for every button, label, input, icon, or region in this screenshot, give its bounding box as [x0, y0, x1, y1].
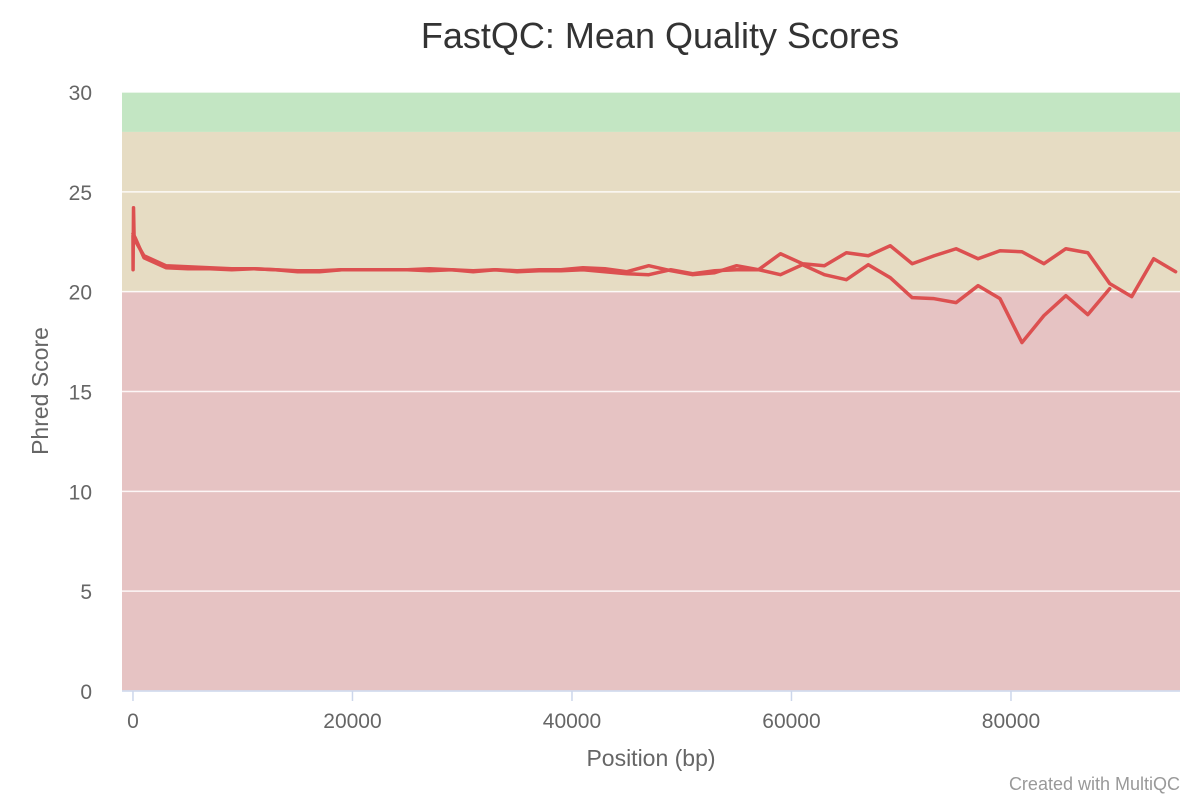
y-tick-label: 20: [69, 282, 92, 305]
chart-title: FastQC: Mean Quality Scores: [421, 15, 899, 56]
x-axis-title: Position (bp): [586, 745, 715, 771]
x-tick-label: 40000: [543, 710, 601, 733]
y-tick-label: 25: [69, 182, 92, 205]
axes: 0 5 10 15 20 25 30 0 20000 40000 60000 80000: [69, 82, 1180, 733]
y-tick-label: 15: [69, 382, 92, 405]
y-tick-label: 10: [69, 481, 92, 504]
series-line: [131, 232, 1112, 345]
y-axis-title: Phred Score: [27, 327, 53, 455]
series-lines: [131, 206, 1178, 345]
x-tick-label: 20000: [323, 710, 381, 733]
x-tick-label: 80000: [982, 710, 1040, 733]
y-tick-label: 5: [80, 581, 92, 604]
y-tick-label: 30: [69, 82, 92, 105]
x-tick-label: 0: [127, 710, 139, 733]
credit-text: Created with MultiQC: [1009, 774, 1180, 794]
quality-band: [122, 92, 1180, 132]
y-tick-label: 0: [80, 681, 92, 704]
x-tick-label: 60000: [762, 710, 820, 733]
